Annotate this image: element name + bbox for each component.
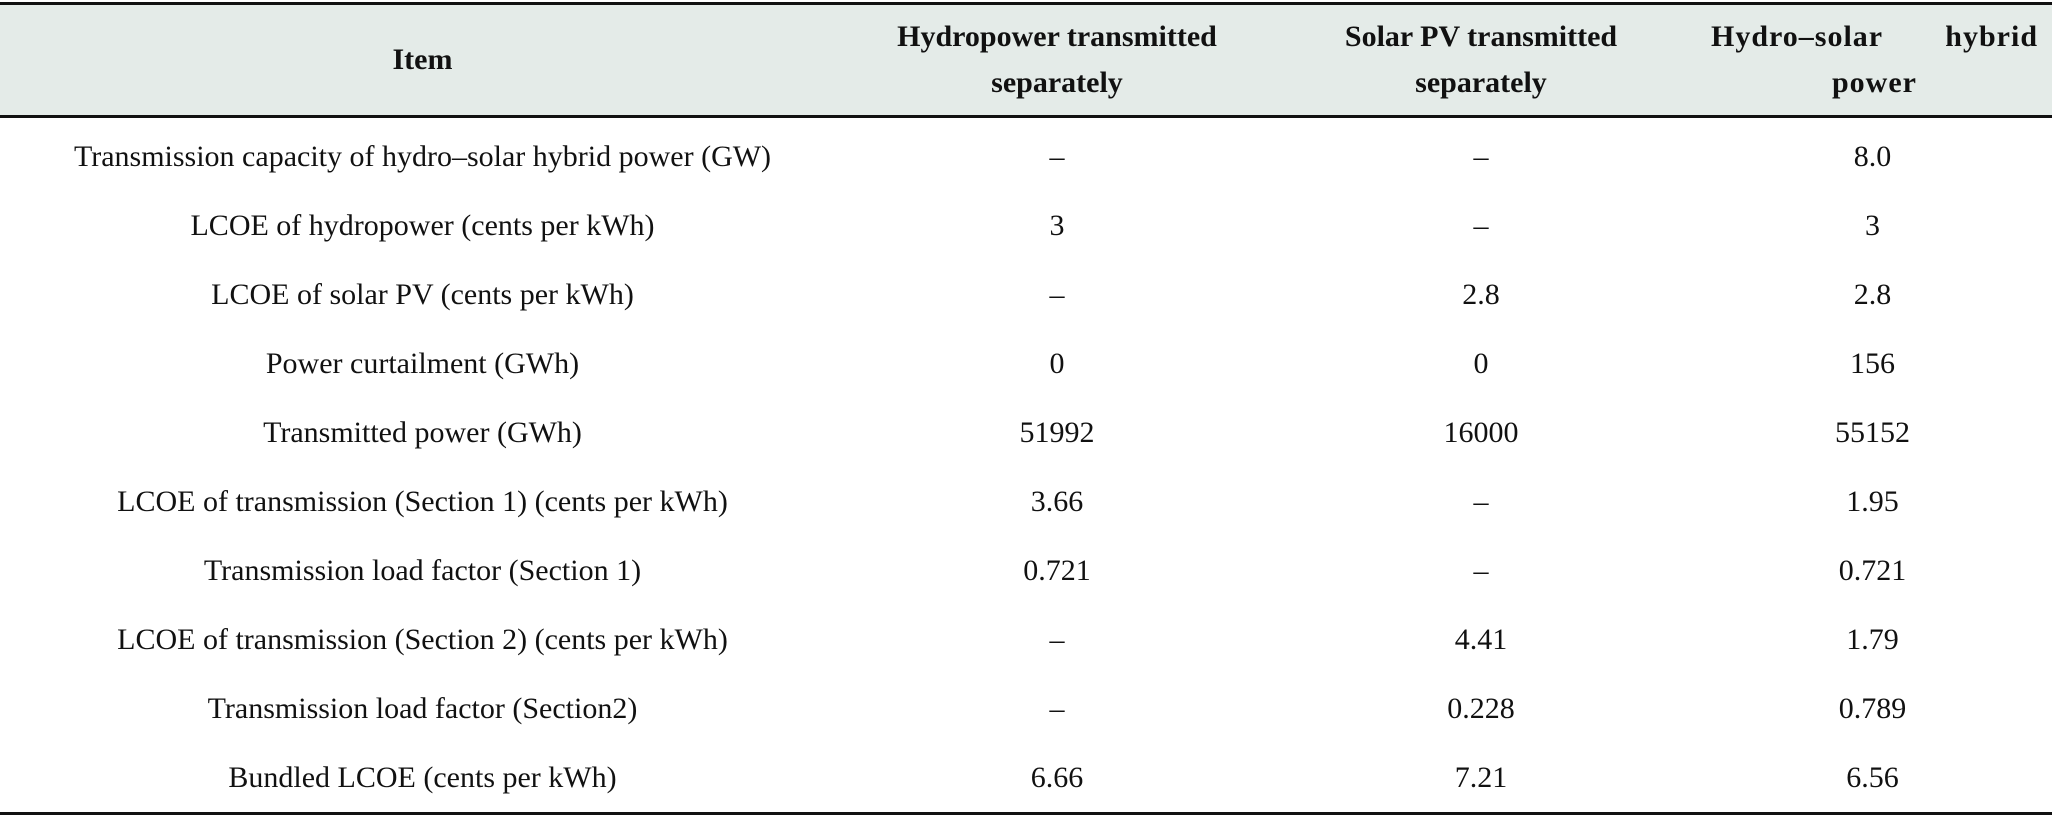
cell-item: LCOE of solar PV (cents per kWh) xyxy=(211,277,634,311)
table-row: Transmission capacity of hydro–solar hyb… xyxy=(0,117,2052,192)
cell-item: Power curtailment (GWh) xyxy=(265,346,580,380)
cell-item: Transmission load factor (Section 1) xyxy=(203,553,642,587)
cell-item: LCOE of transmission (Section 2) (cents … xyxy=(117,622,728,656)
cell-hydropower: – xyxy=(1049,691,1065,725)
cell-item: LCOE of hydropower (cents per kWh) xyxy=(190,208,655,242)
cell-item: Bundled LCOE (cents per kWh) xyxy=(0,743,845,815)
cell-hybrid: 3 xyxy=(1865,208,1880,242)
cell-item: Transmission capacity of hydro–solar hyb… xyxy=(73,139,772,173)
cell-hybrid: 6.56 xyxy=(1693,743,2052,815)
cell-hybrid: 0.789 xyxy=(1838,691,1907,725)
cell-item: Transmission load factor (Section2) xyxy=(207,691,638,725)
cell-hydropower: 0.721 xyxy=(1023,553,1091,587)
header-hydropower-separately: Hydropower transmitted separately xyxy=(845,2,1269,118)
table-body: Transmission capacity of hydro–solar hyb… xyxy=(0,117,2052,815)
cell-hydropower: 3 xyxy=(1049,208,1065,242)
cell-hybrid: 8.0 xyxy=(1853,139,1892,173)
cell-solar-pv: 4.41 xyxy=(1454,622,1508,656)
header-solar-pv-separately: Solar PV transmitted separately xyxy=(1269,2,1693,118)
header-hybrid-power: Hydro–solar hybrid power xyxy=(1693,2,2052,118)
cell-hybrid: 2.8 xyxy=(1853,277,1892,311)
table-row: Transmission load factor (Section 1) 0.7… xyxy=(0,536,2052,605)
cell-hybrid: 156 xyxy=(1850,346,1895,380)
table-row: Bundled LCOE (cents per kWh) 6.66 7.21 6… xyxy=(0,743,2052,815)
table-row: Transmitted power (GWh) 51992 16000 5515… xyxy=(0,398,2052,467)
cell-hydropower: 3.66 xyxy=(1030,484,1084,518)
table-row: LCOE of transmission (Section 2) (cents … xyxy=(0,605,2052,674)
cell-solar-pv: 7.21 xyxy=(1269,743,1693,815)
cell-solar-pv: 0.228 xyxy=(1447,691,1515,725)
table-header: Item Hydropower transmitted separately S… xyxy=(0,2,2052,118)
header-item: Item xyxy=(0,2,845,118)
table-row: LCOE of hydropower (cents per kWh) 3 – 3 xyxy=(0,191,2052,260)
cell-hydropower: 6.66 xyxy=(845,743,1269,815)
cell-solar-pv: – xyxy=(1473,139,1489,173)
cell-solar-pv: – xyxy=(1473,553,1489,587)
cell-hydropower: 51992 xyxy=(1019,415,1095,449)
cell-hybrid: 1.95 xyxy=(1846,484,1899,518)
cell-item: LCOE of transmission (Section 1) (cents … xyxy=(117,484,728,518)
cell-hydropower: – xyxy=(1049,139,1065,173)
cell-solar-pv: 16000 xyxy=(1443,415,1519,449)
cell-hybrid: 55152 xyxy=(1835,415,1910,449)
cell-solar-pv: – xyxy=(1473,208,1489,242)
cell-item: Transmitted power (GWh) xyxy=(263,415,582,449)
cell-hydropower: – xyxy=(1049,622,1065,656)
table-row: LCOE of transmission (Section 1) (cents … xyxy=(0,467,2052,536)
cell-hydropower: 0 xyxy=(1049,346,1065,380)
cell-hydropower: – xyxy=(1049,277,1065,311)
header-row: Item Hydropower transmitted separately S… xyxy=(0,2,2052,118)
cell-solar-pv: 0 xyxy=(1473,346,1489,380)
table-row: LCOE of solar PV (cents per kWh) – 2.8 2… xyxy=(0,260,2052,329)
cell-solar-pv: 2.8 xyxy=(1462,277,1500,311)
cell-solar-pv: – xyxy=(1473,484,1489,518)
table-row: Transmission load factor (Section2) – 0.… xyxy=(0,674,2052,743)
cell-hybrid: 0.721 xyxy=(1838,553,1907,587)
cell-hybrid: 1.79 xyxy=(1846,622,1899,656)
table-row: Power curtailment (GWh) 0 0 156 xyxy=(0,329,2052,398)
